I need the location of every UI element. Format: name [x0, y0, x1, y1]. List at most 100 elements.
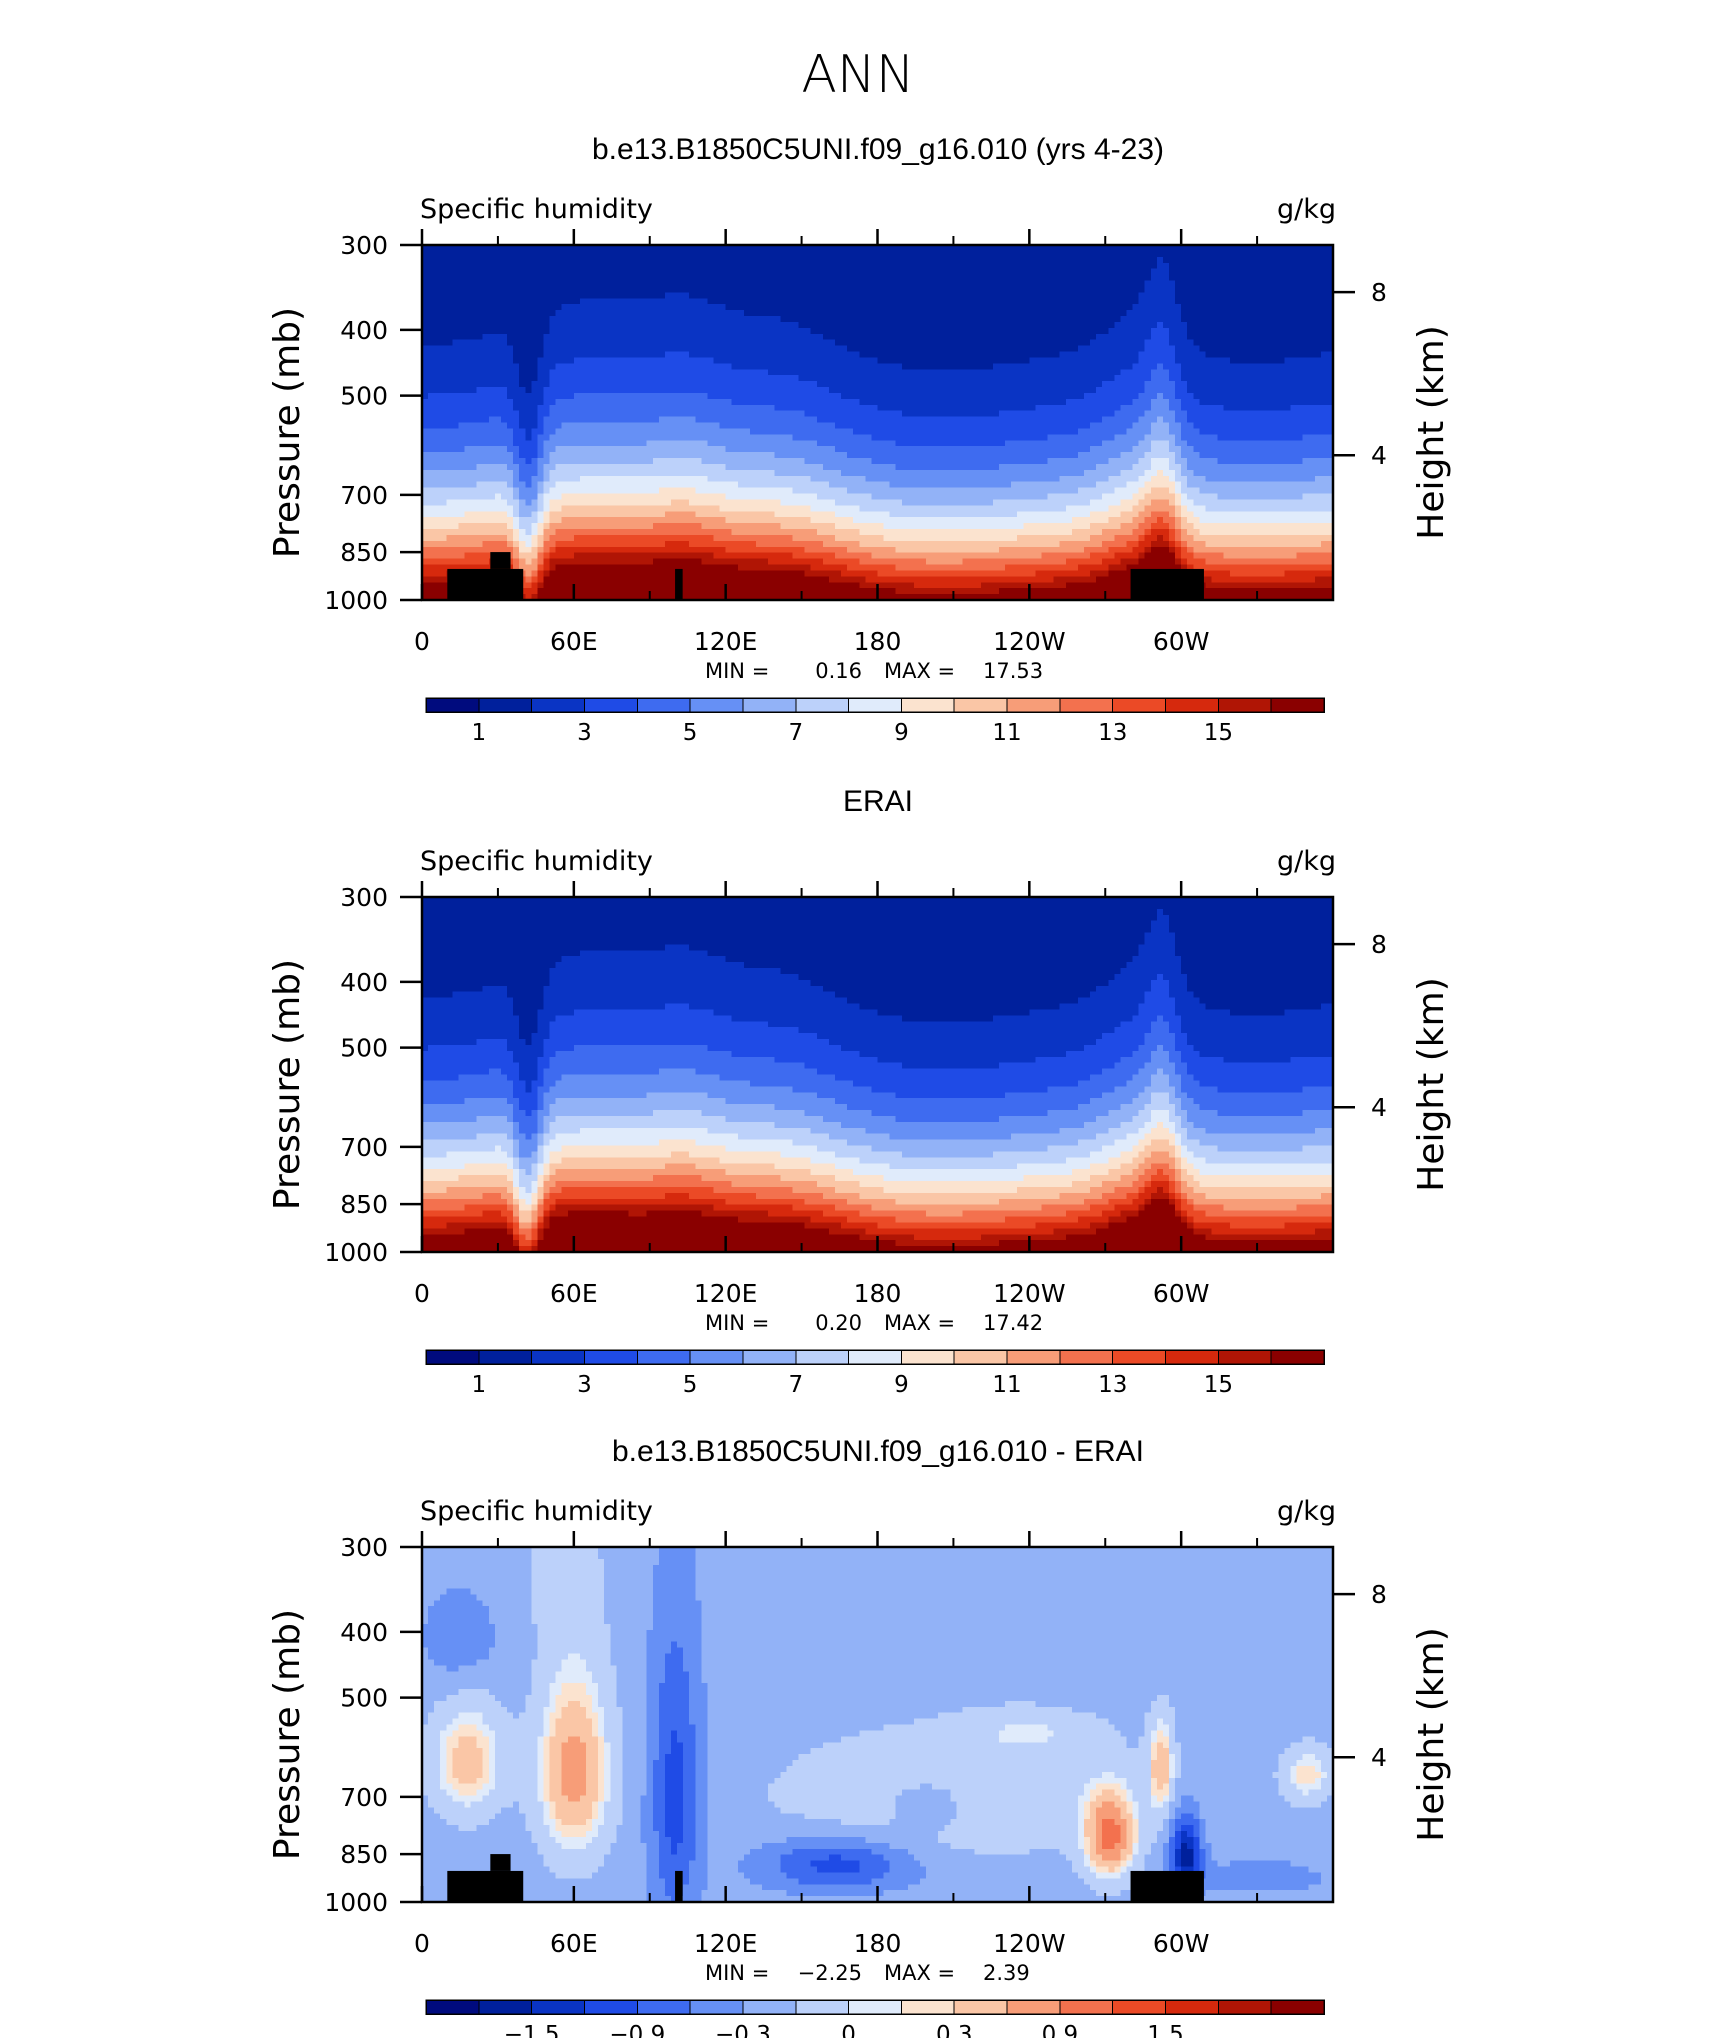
min-label: MIN =	[705, 659, 769, 683]
y-tick-label: 400	[340, 316, 388, 345]
colorbar-label: 7	[788, 720, 803, 746]
y2-axis-title: Height (km)	[1411, 325, 1452, 539]
colorbar-label: 13	[1098, 720, 1127, 746]
colorbar-label: 13	[1098, 1372, 1127, 1398]
y-tick-label: 400	[340, 1618, 388, 1647]
colorbar	[426, 698, 1324, 712]
y2-axis-title: Height (km)	[1411, 977, 1452, 1191]
x-tick-label: 60E	[550, 1279, 598, 1308]
x-tick-label: 120W	[993, 1279, 1065, 1308]
x-tick-label: 60W	[1153, 1279, 1210, 1308]
min-value: 0.20	[815, 1311, 862, 1335]
y-tick-label: 500	[340, 1684, 388, 1713]
colorbar-box	[637, 698, 690, 712]
colorbar-box	[1271, 2000, 1324, 2014]
colorbar-box	[1060, 1350, 1113, 1364]
colorbar-label: 9	[894, 720, 909, 746]
colorbar-box	[690, 2000, 743, 2014]
colorbar-box	[479, 2000, 532, 2014]
max-value: 17.53	[983, 659, 1043, 683]
colorbar-box	[1218, 1350, 1271, 1364]
colorbar-box	[796, 1350, 849, 1364]
max-label: MAX =	[884, 1961, 955, 1985]
y-axis-title: Pressure (mb)	[267, 1609, 308, 1860]
x-tick-label: 120W	[993, 627, 1065, 656]
y-tick-label: 500	[340, 1034, 388, 1063]
colorbar-label: 1.5	[1147, 2022, 1184, 2038]
y-axis-title: Pressure (mb)	[267, 307, 308, 558]
colorbar-box	[849, 698, 902, 712]
colorbar-box	[637, 1350, 690, 1364]
y2-tick-label: 4	[1371, 1743, 1387, 1772]
colorbar-box	[1007, 698, 1060, 712]
contour-field	[422, 897, 1334, 1253]
colorbar-box	[796, 698, 849, 712]
colorbar-box	[954, 698, 1007, 712]
chart-panel-3: b.e13.B1850C5UNI.f09_g16.010 - ERAI Speci…	[267, 1435, 1452, 2038]
colorbar-box	[1060, 2000, 1113, 2014]
x-tick-label: 60W	[1153, 1929, 1210, 1958]
colorbar-label: 15	[1204, 1372, 1233, 1398]
min-value: −2.25	[798, 1961, 862, 1985]
colorbar-label: 11	[992, 1372, 1021, 1398]
colorbar-label: 1	[472, 720, 487, 746]
colorbar-box	[1060, 698, 1113, 712]
colorbar-box	[901, 698, 954, 712]
x-tick-label: 180	[854, 627, 902, 656]
x-tick-label: 180	[854, 1929, 902, 1958]
y-tick-label: 1000	[324, 1238, 388, 1267]
colorbar	[426, 1350, 1324, 1364]
x-tick-label: 60E	[550, 1929, 598, 1958]
y2-tick-label: 8	[1371, 278, 1387, 307]
left-label: Specific humidity	[420, 1496, 653, 1527]
min-value: 0.16	[815, 659, 862, 683]
panel-title: b.e13.B1850C5UNI.f09_g16.010 - ERAI	[612, 1435, 1144, 1468]
y2-tick-label: 8	[1371, 1580, 1387, 1609]
y-tick-label: 850	[340, 1840, 388, 1869]
colorbar-box	[1113, 2000, 1166, 2014]
colorbar-label: 15	[1204, 720, 1233, 746]
right-label: g/kg	[1277, 194, 1336, 225]
colorbar-box	[849, 1350, 902, 1364]
x-tick-label: 120E	[694, 1279, 758, 1308]
colorbar-box	[690, 698, 743, 712]
colorbar-box	[1113, 698, 1166, 712]
y-tick-label: 1000	[324, 1888, 388, 1917]
y-tick-label: 300	[340, 1533, 388, 1562]
contour-field	[422, 1547, 1334, 1903]
colorbar-box	[690, 1350, 743, 1364]
colorbar-box	[479, 698, 532, 712]
colorbar-box	[584, 698, 637, 712]
min-label: MIN =	[705, 1961, 769, 1985]
colorbar-box	[532, 1350, 585, 1364]
colorbar-box	[426, 1350, 479, 1364]
min-label: MIN =	[705, 1311, 769, 1335]
colorbar-box	[1007, 2000, 1060, 2014]
y-axis-title: Pressure (mb)	[267, 959, 308, 1210]
colorbar-box	[426, 698, 479, 712]
max-value: 2.39	[983, 1961, 1030, 1985]
max-label: MAX =	[884, 1311, 955, 1335]
left-label: Specific humidity	[420, 194, 653, 225]
colorbar	[426, 2000, 1324, 2014]
x-tick-label: 120E	[694, 627, 758, 656]
right-label: g/kg	[1277, 846, 1336, 877]
colorbar-box	[954, 2000, 1007, 2014]
max-value: 17.42	[983, 1311, 1043, 1335]
panel-title: ERAI	[843, 785, 913, 818]
y2-tick-label: 8	[1371, 930, 1387, 959]
y-tick-label: 850	[340, 1190, 388, 1219]
colorbar-box	[743, 1350, 796, 1364]
y-tick-label: 400	[340, 968, 388, 997]
x-tick-label: 0	[414, 1929, 430, 1958]
colorbar-box	[1271, 1350, 1324, 1364]
colorbar-label: −0.9	[609, 2022, 665, 2038]
colorbar-label: 0.9	[1042, 2022, 1079, 2038]
chart-panel-1: b.e13.B1850C5UNI.f09_g16.010 (yrs 4-23)S…	[267, 133, 1452, 746]
colorbar-box	[479, 1350, 532, 1364]
colorbar-label: 0	[841, 2022, 856, 2038]
colorbar-box	[1166, 698, 1219, 712]
colorbar-box	[1218, 2000, 1271, 2014]
x-tick-label: 120E	[694, 1929, 758, 1958]
y-tick-label: 500	[340, 382, 388, 411]
